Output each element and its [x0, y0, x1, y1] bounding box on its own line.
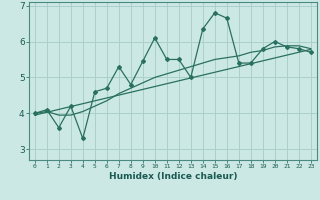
X-axis label: Humidex (Indice chaleur): Humidex (Indice chaleur) — [108, 172, 237, 181]
